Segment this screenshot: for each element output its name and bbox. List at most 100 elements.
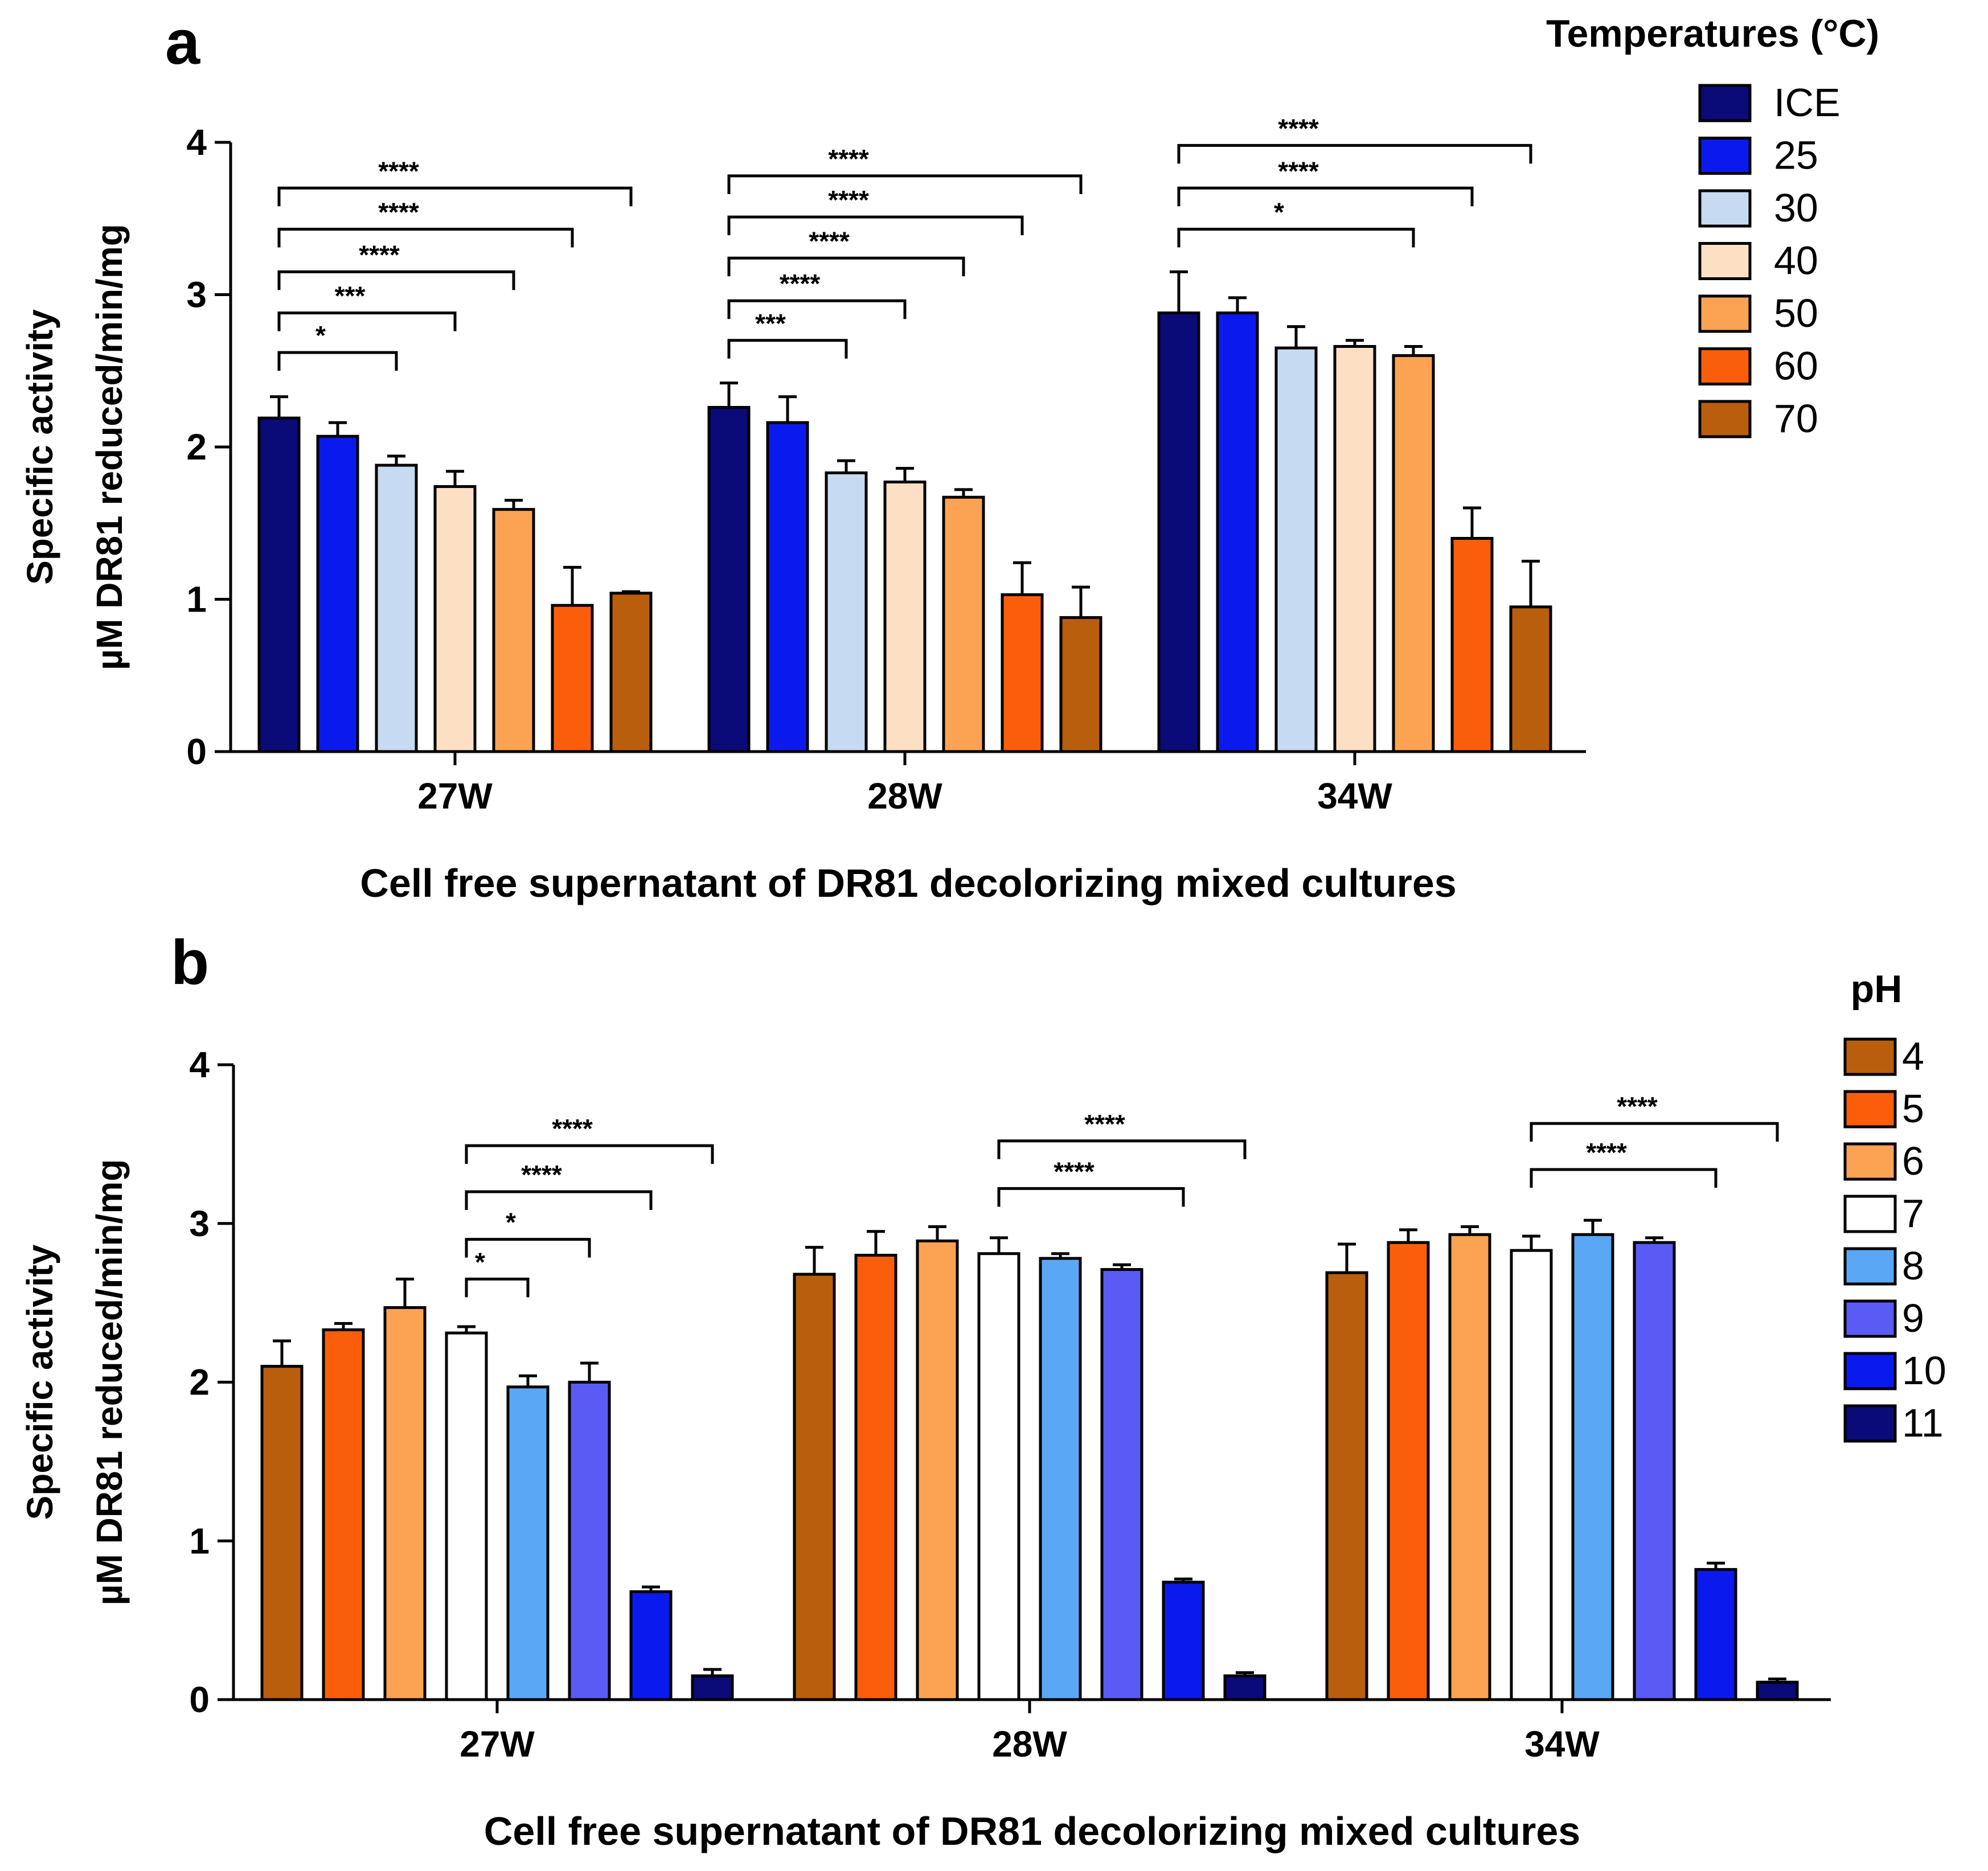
bar-b (1325, 1271, 1368, 1701)
bar-b (854, 1254, 897, 1701)
panel-letter-b: b (171, 928, 209, 998)
y-tick-label-b: 3 (189, 1203, 210, 1244)
legend-swatch-a (1698, 84, 1752, 122)
significance-label-b: **** (552, 1114, 593, 1143)
significance-label-b: * (506, 1208, 516, 1237)
significance-bracket-b (997, 1139, 1247, 1159)
bar-a (1274, 346, 1318, 753)
legend-swatch-b (1843, 1090, 1897, 1129)
bar-b (1571, 1233, 1614, 1701)
y-tick-label-a: 4 (186, 122, 207, 163)
legend-label-a: 50 (1774, 291, 1818, 335)
significance-label-b: * (475, 1247, 485, 1277)
significance-bracket-a (1177, 227, 1415, 248)
bar-a (1157, 311, 1200, 753)
significance-bracket-b (465, 1277, 530, 1298)
bar-b (445, 1331, 488, 1701)
bar-a (1001, 593, 1044, 753)
legend-swatch-a (1698, 347, 1752, 385)
bar-b (1448, 1233, 1491, 1701)
y-axis-title-line2-a: µM DR81 reduced/min/mg (89, 224, 130, 670)
significance-bracket-a (727, 299, 907, 319)
significance-bracket-b (465, 1190, 653, 1210)
x-tick-label-b: 28W (992, 1724, 1067, 1765)
significance-bracket-a (727, 339, 848, 359)
bar-b (1223, 1674, 1266, 1701)
significance-label-b: **** (1054, 1156, 1095, 1186)
significance-label-b: **** (1617, 1092, 1658, 1121)
bar-b (916, 1239, 959, 1701)
significance-label-a: **** (809, 226, 850, 256)
bar-a (1059, 616, 1102, 753)
significance-bracket-b (465, 1238, 591, 1258)
legend-label-b: 7 (1902, 1191, 1924, 1236)
bar-a (316, 434, 359, 753)
bar-a (942, 495, 985, 753)
significance-bracket-a (1177, 186, 1474, 207)
legend-title-a: Temperatures (°C) (1546, 12, 1879, 55)
significance-bracket-a (277, 186, 633, 207)
significance-bracket-a (727, 215, 1024, 236)
legend-label-a: 70 (1774, 396, 1818, 441)
legend-swatch-a (1698, 242, 1752, 280)
significance-bracket-a (277, 270, 515, 290)
significance-label-a: **** (828, 185, 869, 215)
legend-swatch-b (1843, 1142, 1897, 1181)
significance-bracket-b (997, 1187, 1185, 1207)
legend-swatch-b (1843, 1037, 1897, 1076)
significance-bracket-a (277, 311, 457, 331)
y-tick-label-a: 2 (186, 426, 207, 467)
legend-swatch-b (1843, 1195, 1897, 1233)
legend-label-b: 4 (1902, 1034, 1924, 1078)
bar-b (506, 1385, 550, 1701)
legend-label-b: 5 (1902, 1086, 1924, 1131)
y-tick-label-b: 1 (189, 1520, 210, 1561)
significance-label-a: *** (335, 281, 366, 311)
bar-a (766, 421, 809, 753)
bar-b (691, 1674, 734, 1701)
legend-swatch-b (1843, 1247, 1897, 1286)
legend-swatch-b (1843, 1404, 1897, 1443)
legend-label-a: 60 (1774, 344, 1818, 388)
bar-a (1392, 354, 1435, 753)
legend-label-a: ICE (1774, 80, 1841, 125)
legend-swatch-a (1698, 400, 1752, 438)
bar-b (1510, 1249, 1553, 1701)
significance-label-a: **** (378, 197, 419, 227)
significance-label-a: **** (828, 144, 869, 174)
bar-b (322, 1328, 365, 1701)
significance-label-b: **** (1586, 1138, 1627, 1167)
x-tick-label-a: 34W (1317, 776, 1392, 816)
bar-a (1216, 311, 1259, 753)
significance-label-a: **** (780, 269, 821, 298)
bar-a (1333, 344, 1376, 753)
bar-a (433, 485, 477, 753)
bar-b (1387, 1241, 1430, 1701)
y-tick-label-b: 4 (189, 1044, 210, 1085)
y-axis-title-line2-b: µM DR81 reduced/min/mg (89, 1159, 130, 1606)
legend-label-b: 8 (1902, 1244, 1924, 1288)
legend-label-b: 6 (1902, 1139, 1924, 1183)
legend-label-a: 40 (1774, 239, 1818, 283)
bar-a (492, 508, 535, 753)
significance-bracket-b (1530, 1122, 1779, 1142)
legend-label-a: 25 (1774, 133, 1818, 178)
legend-label-b: 10 (1902, 1348, 1946, 1393)
y-tick-label-b: 2 (189, 1362, 210, 1403)
bar-a (707, 405, 751, 753)
bar-a (825, 471, 868, 753)
significance-label-b: **** (1084, 1109, 1125, 1139)
x-tick-label-b: 34W (1524, 1724, 1600, 1765)
significance-bracket-b (1530, 1168, 1718, 1188)
x-axis-title-a: Cell free supernatant of DR81 decolorizi… (360, 861, 1456, 905)
bar-b (1633, 1241, 1676, 1701)
legend-swatch-a (1698, 294, 1752, 333)
bar-a (609, 592, 653, 753)
x-tick-label-b: 27W (460, 1724, 535, 1765)
bar-b (1756, 1680, 1799, 1701)
significance-label-a: **** (378, 156, 419, 186)
bar-b (1162, 1581, 1205, 1701)
